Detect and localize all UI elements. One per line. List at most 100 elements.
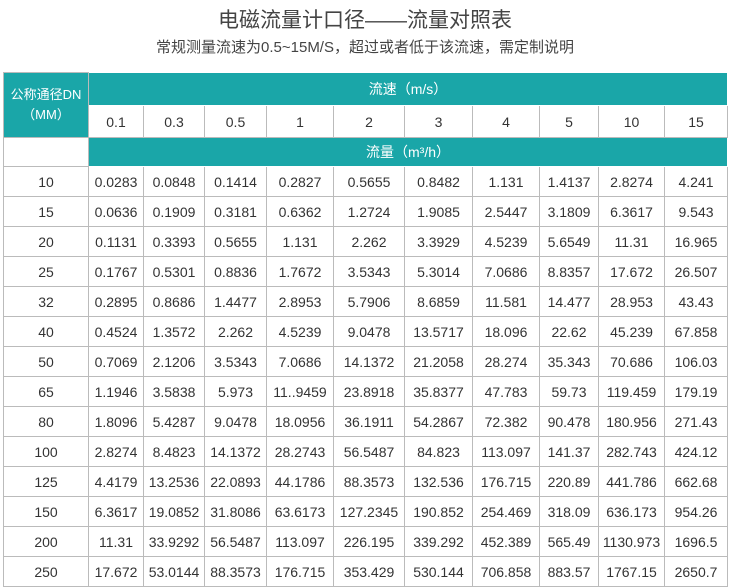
flow-cell: 70.686: [598, 346, 665, 377]
table-body: 公称通径DN （MM） 流速（m/s） 0.1 0.3 0.5 1 2 3 4 5 10 15 流量…: [3, 72, 729, 587]
flow-cell: 11.31: [598, 226, 665, 257]
flow-cell: 2.5447: [472, 196, 540, 227]
flow-cell: 19.0852: [143, 496, 205, 527]
flow-cell: 0.0283: [88, 166, 144, 197]
flow-cell: 271.43: [663, 406, 729, 437]
flow-cell: 179.19: [663, 376, 729, 407]
dn-cell: 65: [3, 376, 89, 407]
flow-cell: 3.5343: [333, 256, 405, 287]
flow-cell: 4.5239: [472, 226, 540, 257]
flow-cell: 22.62: [539, 316, 599, 347]
flow-cell: 14.1372: [204, 436, 267, 467]
dn-cell: 10: [3, 166, 89, 197]
speed-row: 0.1 0.3 0.5 1 2 3 4 5 10 15: [4, 105, 729, 138]
flow-cell: 13.2536: [143, 466, 205, 497]
flow-cell: 28.2743: [266, 436, 334, 467]
flow-cell: 11.31: [88, 526, 144, 557]
flow-cell: 21.2058: [404, 346, 473, 377]
flow-cell: 67.858: [663, 316, 729, 347]
flow-cell: 132.536: [404, 466, 473, 497]
flow-cell: 9.543: [663, 196, 729, 227]
flow-cell: 0.7069: [88, 346, 144, 377]
flow-cell: 18.096: [472, 316, 540, 347]
flow-cell: 8.6859: [404, 286, 473, 317]
flow-cell: 452.389: [472, 526, 540, 557]
data-row: 65 1.1946 3.5838 5.973 11..9459 23.8918 35.837…: [3, 376, 729, 407]
flow-cell: 424.12: [663, 436, 729, 467]
flow-cell: 565.49: [539, 526, 599, 557]
flow-cell: 4.5239: [266, 316, 334, 347]
flow-cell: 35.8377: [404, 376, 473, 407]
flow-cell: 36.1911: [333, 406, 405, 437]
flow-cell: 14.1372: [333, 346, 405, 377]
dn-cell: 80: [3, 406, 89, 437]
flow-cell: 53.0144: [143, 556, 205, 587]
flow-cell: 119.459: [598, 376, 665, 407]
flow-cell: 5.4287: [143, 406, 205, 437]
flow-cell: 1.131: [472, 166, 540, 197]
speed-header: 流速（m/s）: [87, 72, 729, 106]
flow-table: 公称通径DN （MM） 流速（m/s） 0.1 0.3 0.5 1 2 3 4 5 10 15 流量…: [3, 72, 729, 587]
flow-cell: 353.429: [333, 556, 405, 587]
flow-cell: 0.2827: [266, 166, 334, 197]
data-row: 10 0.0283 0.0848 0.1414 0.2827 0.5655 0.8482 1.…: [3, 166, 729, 197]
speed-cell: 0.5: [204, 105, 267, 138]
flow-cell: 2.8274: [88, 436, 144, 467]
flow-cell: 31.8086: [204, 496, 267, 527]
flow-cell: 28.953: [598, 286, 665, 317]
dn-cell: 50: [3, 346, 89, 377]
flow-cell: 43.43: [663, 286, 729, 317]
flow-cell: 3.1809: [539, 196, 599, 227]
flow-cell: 22.0893: [204, 466, 267, 497]
flow-cell: 2.8274: [598, 166, 665, 197]
data-row: 100 2.8274 8.4823 14.1372 28.2743 56.5487 84.8…: [3, 436, 729, 467]
flow-cell: 0.6362: [266, 196, 334, 227]
speed-cell: 2: [333, 105, 405, 138]
flow-cell: 180.956: [598, 406, 665, 437]
flow-cell: 5.973: [204, 376, 267, 407]
flow-cell: 2.262: [204, 316, 267, 347]
flow-cell: 13.5717: [404, 316, 473, 347]
flow-cell: 282.743: [598, 436, 665, 467]
flow-cell: 1.1946: [88, 376, 144, 407]
flow-cell: 56.5487: [333, 436, 405, 467]
flow-cell: 1130.973: [598, 526, 665, 557]
flow-cell: 7.0686: [266, 346, 334, 377]
flow-header: 流量（m³/h）: [87, 137, 729, 167]
flow-cell: 5.6549: [539, 226, 599, 257]
data-row: 40 0.4524 1.3572 2.262 4.5239 9.0478 13.5717 18…: [3, 316, 729, 347]
flow-cell: 9.0478: [204, 406, 267, 437]
flow-cell: 18.0956: [266, 406, 334, 437]
flow-cell: 3.5838: [143, 376, 205, 407]
flow-cell: 1.9085: [404, 196, 473, 227]
flow-cell: 3.5343: [204, 346, 267, 377]
data-row: 80 1.8096 5.4287 9.0478 18.0956 36.1911 54.286…: [3, 406, 729, 437]
flow-cell: 1.4477: [204, 286, 267, 317]
flow-cell: 88.3573: [333, 466, 405, 497]
data-row: 32 0.2895 0.8686 1.4477 2.8953 5.7906 8.6859 11…: [3, 286, 729, 317]
flow-cell: 0.1414: [204, 166, 267, 197]
flow-cell: 26.507: [663, 256, 729, 287]
flow-cell: 0.1767: [88, 256, 144, 287]
flow-cell: 63.6173: [266, 496, 334, 527]
flow-cell: 54.2867: [404, 406, 473, 437]
flow-cell: 0.3393: [143, 226, 205, 257]
flow-cell: 220.89: [539, 466, 599, 497]
flow-cell: 5.3014: [404, 256, 473, 287]
flow-cell: 1.4137: [539, 166, 599, 197]
flow-cell: 662.68: [663, 466, 729, 497]
dn-cell: 125: [3, 466, 89, 497]
flow-cell: 1.131: [266, 226, 334, 257]
flow-cell: 35.343: [539, 346, 599, 377]
flow-cell: 90.478: [539, 406, 599, 437]
flow-cell: 706.858: [472, 556, 540, 587]
title: 电磁流量计口径——流量对照表: [218, 9, 512, 32]
flow-cell: 190.852: [404, 496, 473, 527]
flow-cell: 23.8918: [333, 376, 405, 407]
flow-cell: 113.097: [266, 526, 334, 557]
flow-cell: 1696.5: [663, 526, 729, 557]
flow-cell: 5.7906: [333, 286, 405, 317]
empty-cell: [3, 137, 89, 167]
flow-cell: 11.581: [472, 286, 540, 317]
